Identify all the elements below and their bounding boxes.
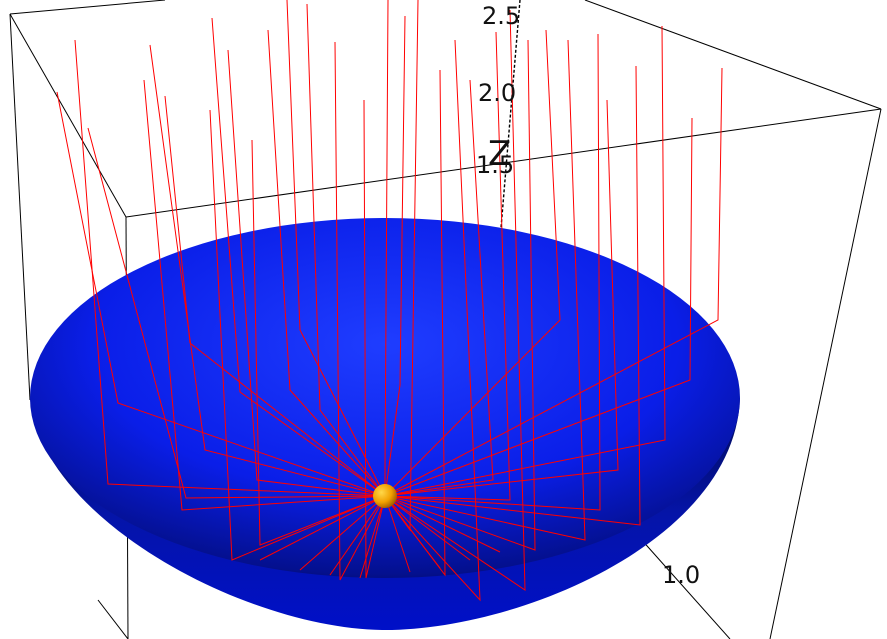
light-ray <box>56 91 386 497</box>
light-rays <box>56 0 723 602</box>
light-ray <box>384 65 641 526</box>
light-ray <box>149 44 386 497</box>
light-ray <box>286 0 386 497</box>
light-ray <box>384 495 411 573</box>
box-edge <box>9 0 166 15</box>
light-ray <box>211 17 386 497</box>
light-ray <box>334 41 386 581</box>
light-ray <box>384 39 586 541</box>
light-ray <box>259 495 386 561</box>
box-edge <box>639 537 731 639</box>
z-axis-line <box>499 0 521 241</box>
light-ray <box>384 99 619 497</box>
light-ray <box>299 495 386 571</box>
light-ray <box>384 29 561 497</box>
light-ray <box>384 9 526 591</box>
box-edge <box>584 0 882 110</box>
box-edge <box>97 599 129 639</box>
light-ray <box>384 33 601 511</box>
light-ray <box>363 99 386 579</box>
box-edge <box>9 13 127 218</box>
light-ray <box>227 49 386 497</box>
light-ray <box>384 495 501 553</box>
z-axis-title: Z <box>488 134 511 174</box>
light-ray <box>384 39 481 602</box>
light-ray <box>384 39 536 551</box>
light-ray <box>384 495 471 561</box>
light-ray <box>384 67 723 497</box>
light-ray <box>384 15 406 497</box>
box-edge <box>125 108 882 218</box>
light-ray <box>143 79 386 511</box>
focal-point <box>373 484 397 508</box>
light-ray <box>209 109 386 561</box>
box-edge <box>769 108 882 639</box>
z-tick-label: 1.5 <box>476 151 514 179</box>
light-ray <box>251 139 386 546</box>
light-ray <box>164 95 386 497</box>
light-ray <box>384 25 666 497</box>
light-ray <box>384 79 494 497</box>
box-edge <box>9 13 31 401</box>
light-ray <box>329 495 386 576</box>
axis-tick-label: 1.0 <box>662 561 700 589</box>
light-ray <box>306 3 386 497</box>
light-ray <box>384 117 693 497</box>
light-ray <box>267 29 386 497</box>
light-ray <box>87 127 386 499</box>
light-ray <box>384 31 511 501</box>
light-ray <box>74 39 386 497</box>
z-tick-label: 2.5 <box>482 2 520 30</box>
light-ray <box>384 495 441 569</box>
light-ray <box>359 495 386 579</box>
z-tick-label: 2.0 <box>478 79 516 107</box>
